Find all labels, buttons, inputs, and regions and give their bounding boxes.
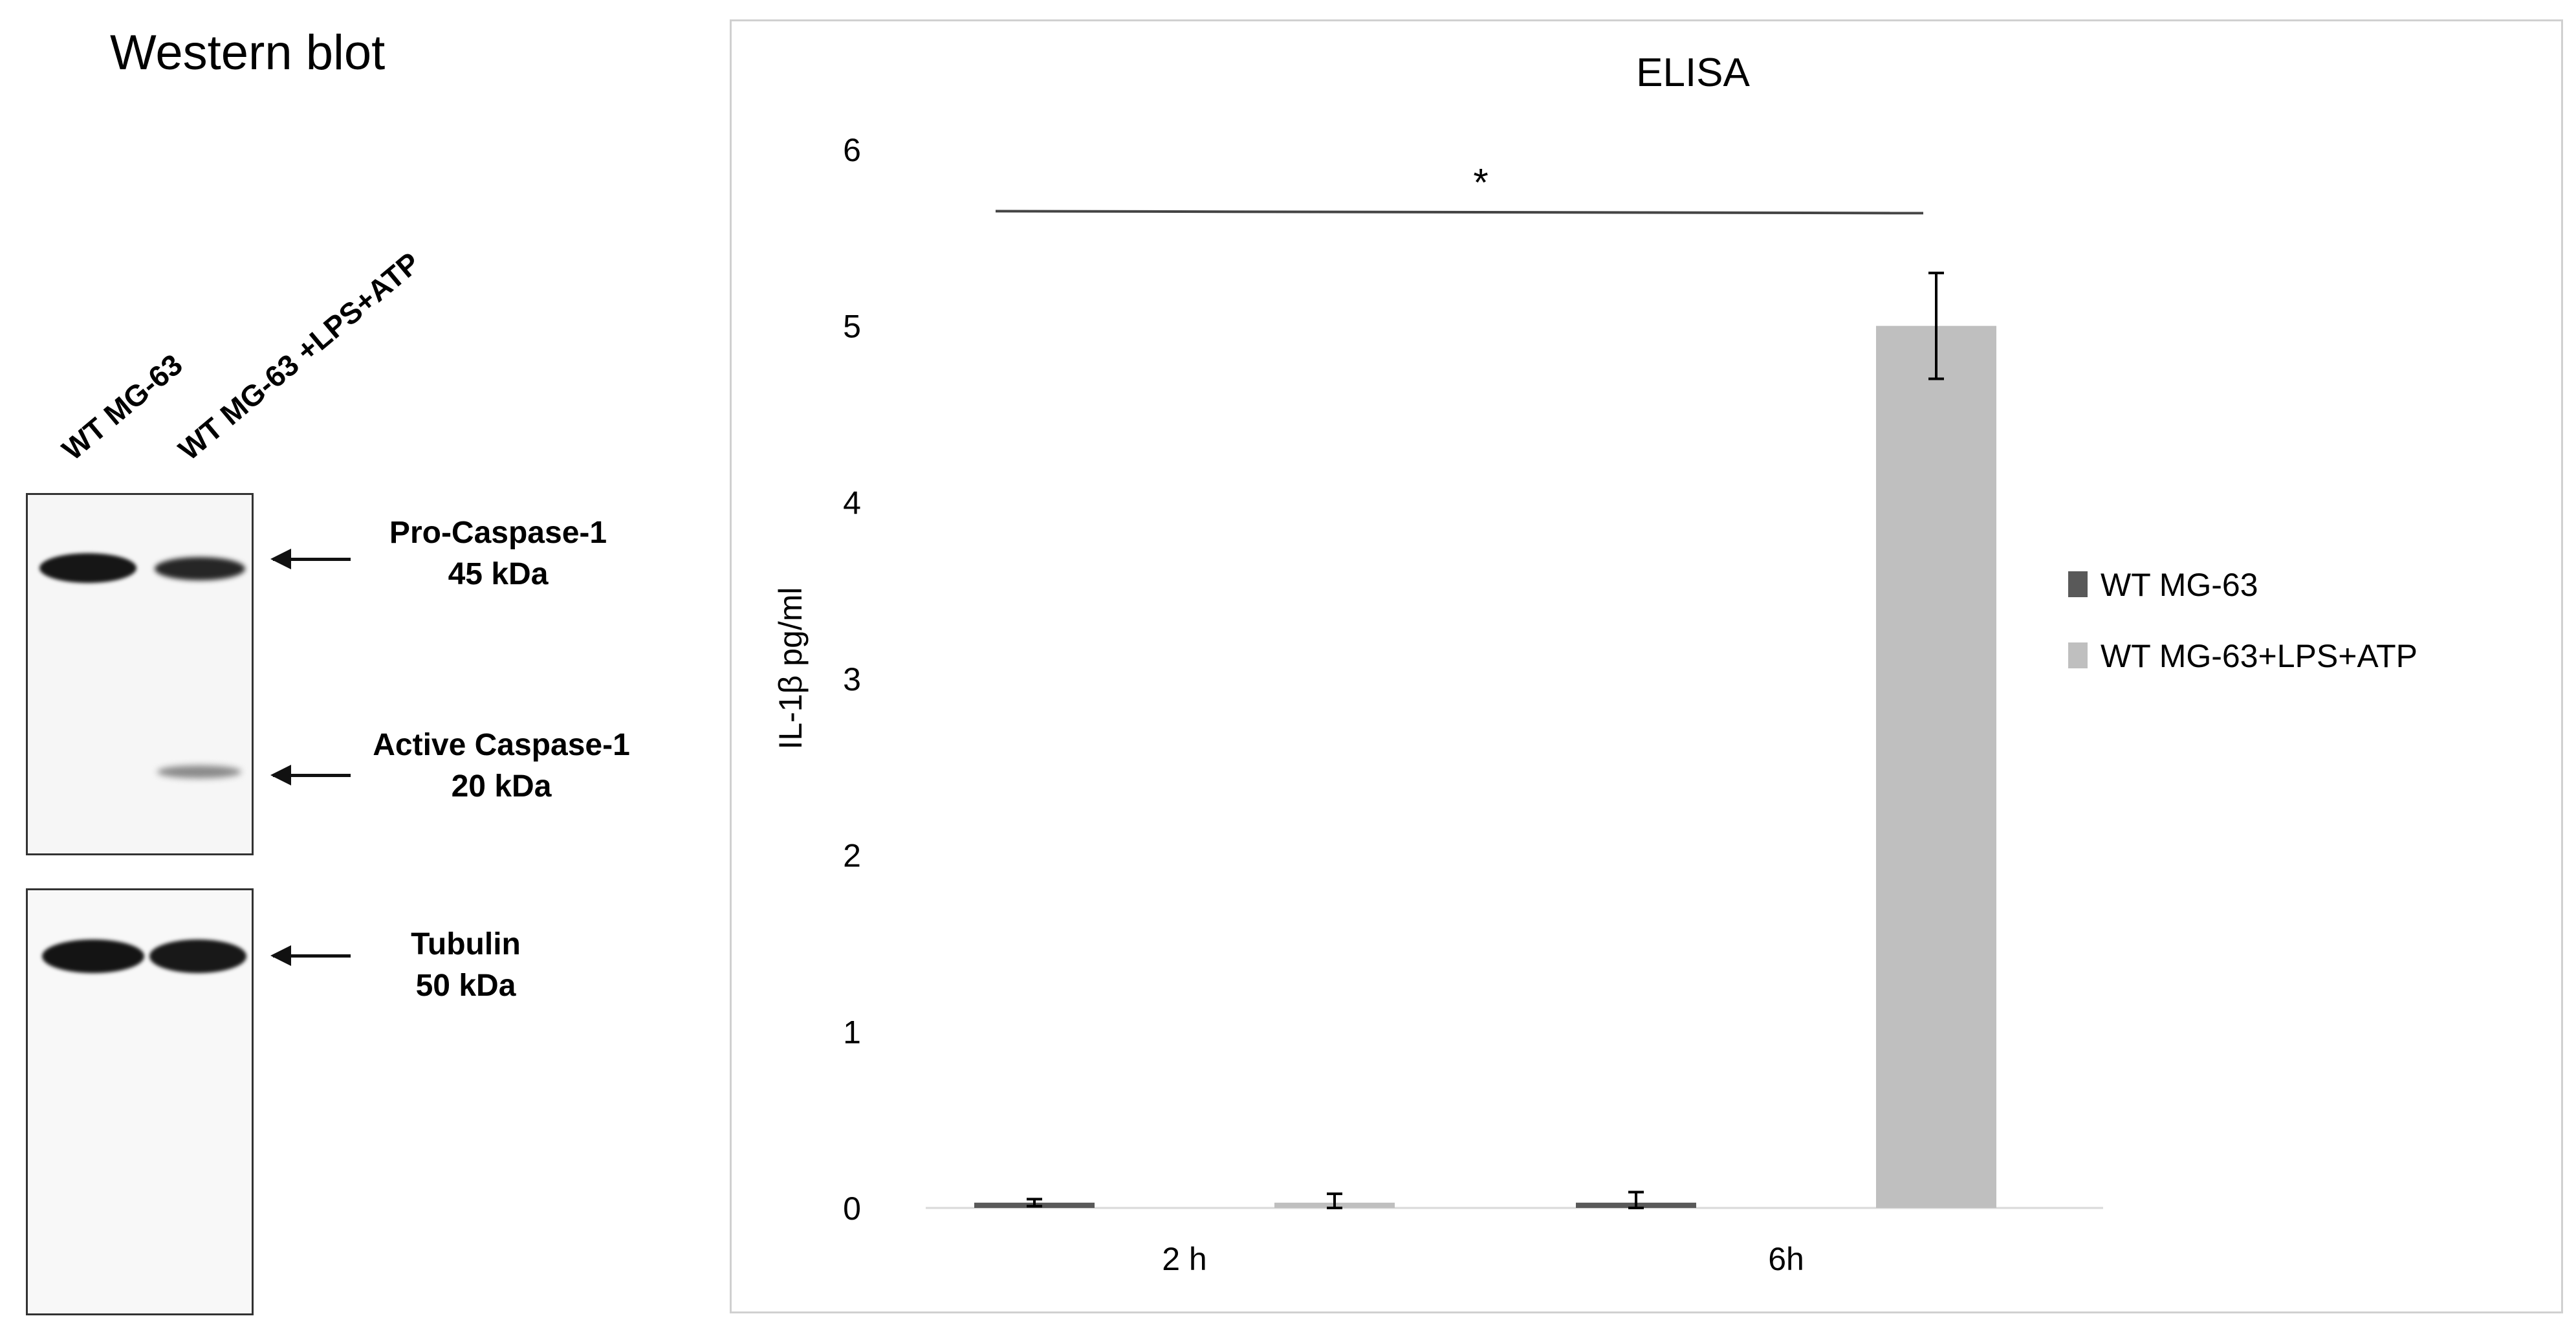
arrow-left-icon — [270, 945, 351, 966]
band-pro-caspase-lane2 — [155, 557, 245, 580]
band-name: Pro-Caspase-1 — [389, 516, 607, 550]
significance-star: * — [1473, 160, 1488, 204]
band-label-pro-caspase: Pro-Caspase-1 45 kDa — [382, 512, 615, 595]
error-bars — [1027, 271, 1944, 1209]
elisa-chart-panel: ELISA 0 1 2 3 4 5 6 IL-1β pg/ml 2 h 6h * WT MG-… — [730, 19, 2563, 1313]
y-tick-label: 0 — [843, 1190, 861, 1227]
y-tick-label: 3 — [843, 661, 861, 697]
band-size: 50 kDa — [415, 969, 516, 1003]
western-blot-title: Western blot — [110, 25, 386, 80]
band-name: Tubulin — [411, 927, 521, 961]
lane-label-wt: WT MG-63 — [55, 347, 189, 467]
band-active-caspase-lane2 — [157, 765, 241, 778]
error-bar — [1027, 1198, 1042, 1208]
elisa-chart: ELISA 0 1 2 3 4 5 6 IL-1β pg/ml 2 h 6h * WT MG-… — [772, 50, 2418, 1277]
chart-title: ELISA — [1636, 50, 1750, 95]
band-label-tubulin: Tubulin 50 kDa — [369, 924, 563, 1007]
significance-marker: * — [995, 160, 1924, 215]
y-tick-label: 4 — [843, 485, 861, 521]
legend-label: WT MG-63+LPS+ATP — [2101, 638, 2418, 674]
band-name: Active Caspase-1 — [373, 728, 630, 762]
legend-swatch — [2068, 642, 2088, 668]
error-bar — [1327, 1192, 1342, 1209]
lane-label-treated: WT MG-63 +LPS+ATP — [171, 245, 426, 467]
x-tick-label: 2 h — [1162, 1241, 1207, 1277]
x-axis-ticks: 2 h 6h — [1162, 1241, 1804, 1277]
band-tubulin-lane1 — [42, 939, 144, 973]
bar — [1876, 325, 1996, 1209]
blot-membrane-tubulin — [26, 888, 254, 1315]
y-tick-label: 5 — [843, 309, 861, 345]
y-tick-label: 6 — [843, 132, 861, 168]
legend: WT MG-63 WT MG-63+LPS+ATP — [2068, 567, 2418, 674]
error-bar — [1628, 1190, 1644, 1209]
bars — [974, 325, 1996, 1209]
significance-line — [995, 210, 1924, 215]
band-tubulin-lane2 — [149, 939, 246, 973]
western-blot-panel: Western blot WT MG-63 WT MG-63 +LPS+ATP … — [0, 0, 712, 1327]
x-tick-label: 6h — [1768, 1241, 1804, 1277]
band-pro-caspase-lane1 — [39, 553, 136, 583]
legend-label: WT MG-63 — [2101, 567, 2258, 603]
blot-membrane-caspase — [26, 493, 254, 855]
band-size: 20 kDa — [451, 769, 552, 804]
legend-swatch — [2068, 571, 2088, 597]
y-tick-label: 1 — [843, 1014, 861, 1050]
band-size: 45 kDa — [448, 557, 549, 591]
y-axis-label: IL-1β pg/ml — [772, 587, 809, 749]
y-axis-ticks: 0 1 2 3 4 5 6 — [843, 132, 861, 1227]
arrow-left-icon — [270, 765, 351, 785]
error-bar — [1928, 271, 1944, 380]
band-label-active-caspase: Active Caspase-1 20 kDa — [362, 725, 640, 807]
arrow-left-icon — [270, 549, 351, 569]
y-tick-label: 2 — [843, 838, 861, 874]
